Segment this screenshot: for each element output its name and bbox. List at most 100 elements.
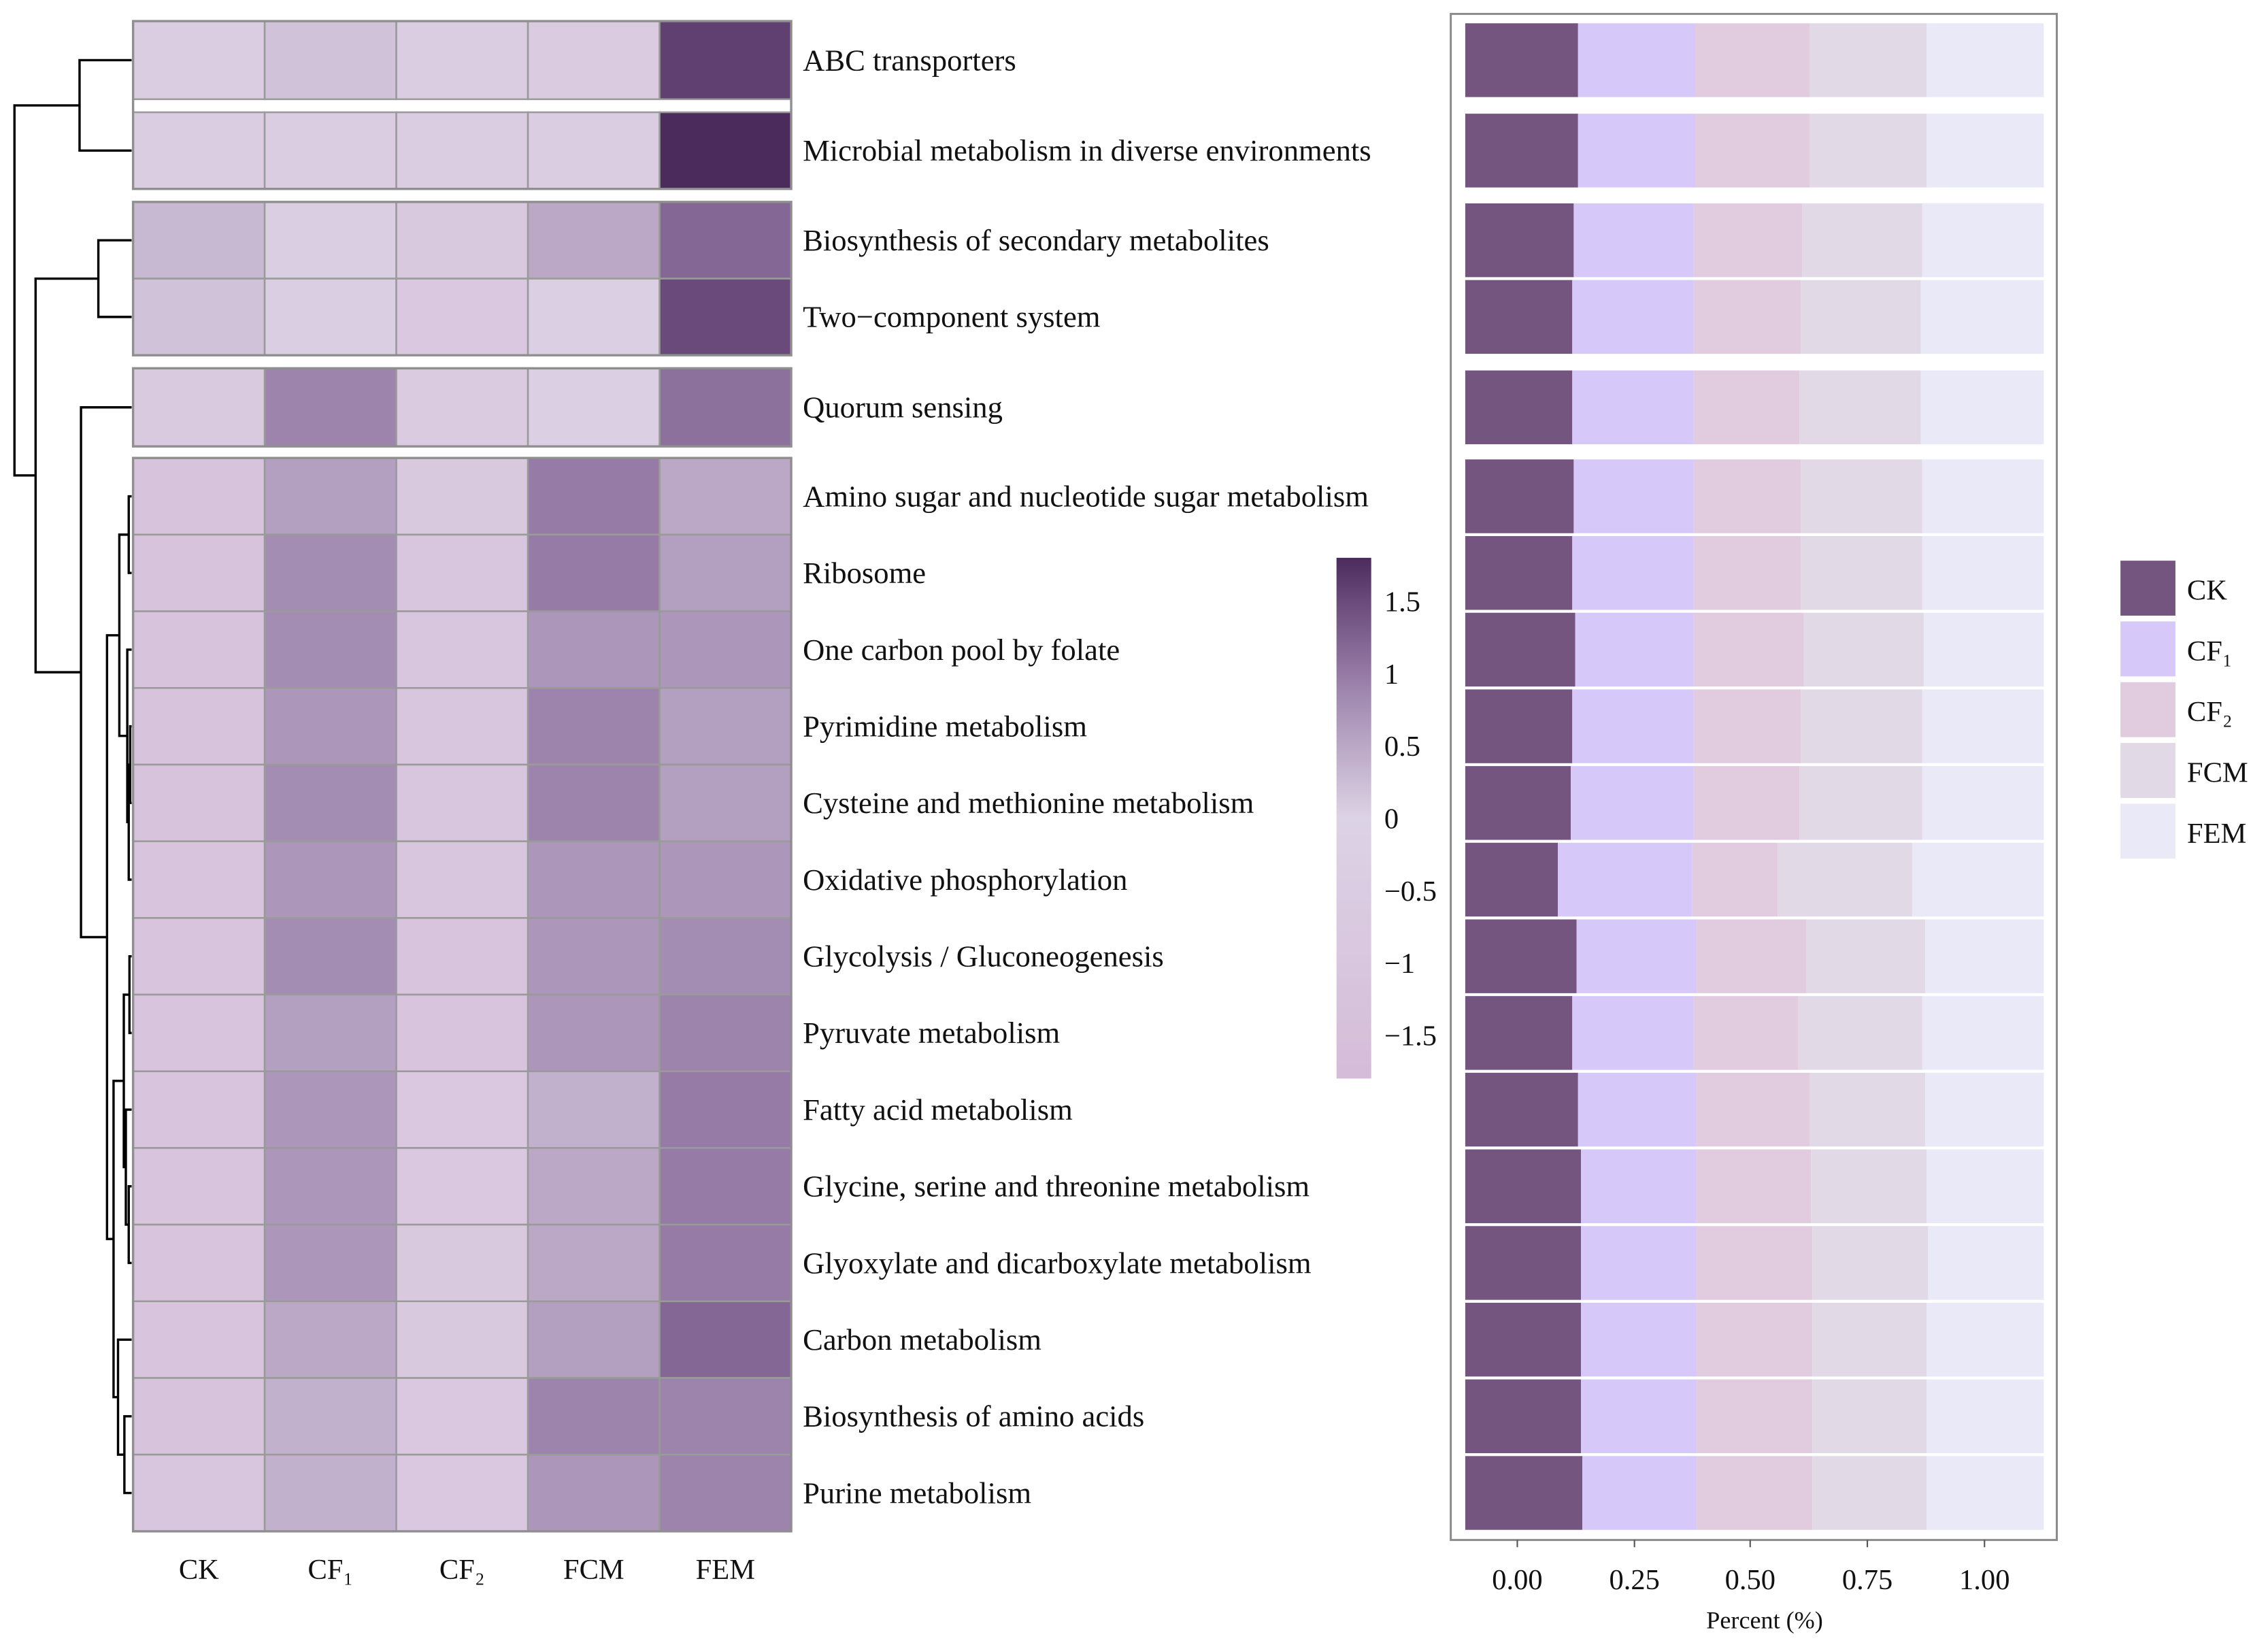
bar-segment-FEM — [1922, 459, 2044, 533]
x-tick-label: 0.25 — [1609, 1564, 1659, 1596]
bar-segment-FCM — [1809, 1072, 1926, 1147]
heatmap-cell — [527, 1300, 661, 1379]
row-label: Quorum sensing — [803, 391, 1003, 425]
heatmap-cell — [395, 686, 529, 766]
heatmap-cell — [658, 111, 793, 190]
heatmap-cell — [263, 1453, 397, 1533]
bar-segment-FEM — [1922, 535, 2044, 610]
x-tick-label: 0.75 — [1842, 1564, 1892, 1596]
bar-segment-FCM — [1803, 612, 1924, 687]
heatmap-cell — [527, 840, 661, 919]
heatmap — [131, 20, 793, 1533]
heatmap-cell — [263, 533, 397, 612]
bar-segment-CF₂ — [1693, 459, 1801, 533]
bar-segment-CF₂ — [1697, 1456, 1813, 1530]
bar-segment-CF₁ — [1581, 1379, 1697, 1454]
row-label: Microbial metabolism in diverse environm… — [803, 133, 1371, 167]
heatmap-cell — [395, 1453, 529, 1533]
bar-segment-CF₁ — [1578, 1072, 1697, 1147]
heatmap-group-border — [131, 456, 793, 1533]
bar-segment-CF₁ — [1573, 203, 1694, 278]
bar-segment-CF₂ — [1697, 1149, 1812, 1223]
heatmap-cell — [527, 917, 661, 996]
bar-segment-CF₁ — [1578, 114, 1695, 188]
bar-segment-CK — [1465, 689, 1573, 763]
bar-segment-FEM — [1922, 996, 2044, 1070]
heatmap-cell — [395, 367, 529, 448]
bar-segment-CK — [1465, 203, 1574, 278]
legend-swatch — [2120, 561, 2175, 616]
bar-segment-FEM — [1927, 1456, 2044, 1530]
bar-segment-FCM — [1801, 689, 1922, 763]
heatmap-cell — [658, 917, 793, 996]
heatmap-cell — [132, 278, 266, 356]
heatmap-cell — [132, 610, 266, 689]
bar-segment-FCM — [1806, 919, 1926, 993]
heatmap-cell — [395, 1300, 529, 1379]
bar-segment-FEM — [1927, 1379, 2044, 1454]
bar-segment-CF₁ — [1557, 842, 1692, 917]
bar-segment-CF₂ — [1697, 919, 1807, 993]
bar-segment-CK — [1465, 114, 1578, 188]
heatmap-cell — [395, 840, 529, 919]
bar-segment-FEM — [1927, 23, 2044, 97]
heatmap-cell — [658, 763, 793, 842]
bar-segment-CF₂ — [1697, 1302, 1813, 1377]
bar-segment-FCM — [1799, 370, 1921, 444]
heatmap-cell — [527, 367, 661, 448]
heatmap-cell — [132, 763, 266, 842]
heatmap-cell — [527, 1223, 661, 1303]
bar-segment-FCM — [1809, 23, 1927, 97]
heatmap-cell — [395, 456, 529, 536]
dendrogram-link — [97, 239, 132, 318]
heatmap-cell — [658, 1377, 793, 1456]
heatmap-cell — [658, 278, 793, 356]
heatmap-cell — [527, 993, 661, 1072]
heatmap-cell — [658, 533, 793, 612]
heatmap-cell — [658, 840, 793, 919]
bar-segment-FCM — [1809, 114, 1927, 188]
heatmap-cell — [395, 111, 529, 190]
colorbar-tick-label: 0.5 — [1384, 731, 1420, 763]
dendrogram-link — [13, 104, 80, 477]
heatmap-cell — [132, 201, 266, 280]
dendrogram-link — [123, 1415, 132, 1495]
heatmap-cell — [395, 993, 529, 1072]
bar-segment-FCM — [1801, 280, 1921, 354]
heatmap-cell — [132, 111, 266, 190]
bar-segment-FEM — [1928, 1226, 2044, 1300]
heatmap-cell — [527, 610, 661, 689]
bar-segment-CF₂ — [1693, 370, 1800, 444]
bar-segment-CK — [1465, 1456, 1583, 1530]
bar-segment-CF₁ — [1576, 919, 1697, 993]
column-label: FCM — [563, 1554, 624, 1586]
heatmap-cell — [132, 1377, 266, 1456]
bar-segment-CF₂ — [1693, 689, 1801, 763]
bar-segment-CF₂ — [1692, 842, 1778, 917]
legend-swatch — [2120, 621, 2175, 677]
bar-segment-FEM — [1923, 612, 2044, 687]
bar-segment-CF₁ — [1582, 1456, 1697, 1530]
heatmap-cell — [132, 1147, 266, 1226]
bar-segment-CF₁ — [1581, 1226, 1697, 1300]
colorbar-ramp — [1336, 557, 1371, 1079]
heatmap-cell — [132, 993, 266, 1072]
dendrogram-link — [129, 725, 132, 804]
heatmap-cell — [527, 278, 661, 356]
bar-segment-CF₂ — [1693, 996, 1798, 1070]
heatmap-cell — [263, 1300, 397, 1379]
heatmap-cell — [658, 1070, 793, 1149]
bar-legend: CK CF₁ CF₂ FCM FEM — [2120, 561, 2248, 859]
bar-segment-FCM — [1799, 766, 1922, 840]
bar-segment-FEM — [1922, 203, 2044, 278]
heatmap-group-border — [131, 20, 793, 190]
heatmap-cell — [263, 201, 397, 280]
row-label: Fatty acid metabolism — [803, 1093, 1073, 1127]
bar-segment-CF₁ — [1578, 23, 1695, 97]
heatmap-cell — [263, 686, 397, 766]
heatmap-cell — [658, 201, 793, 280]
bar-segment-FCM — [1801, 459, 1922, 533]
heatmap-cell — [395, 763, 529, 842]
row-label: ABC transporters — [803, 43, 1016, 77]
